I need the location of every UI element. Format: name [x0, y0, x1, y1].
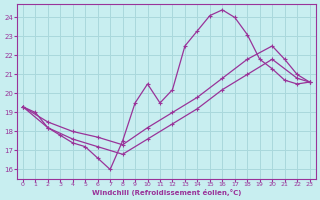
X-axis label: Windchill (Refroidissement éolien,°C): Windchill (Refroidissement éolien,°C) — [92, 189, 241, 196]
